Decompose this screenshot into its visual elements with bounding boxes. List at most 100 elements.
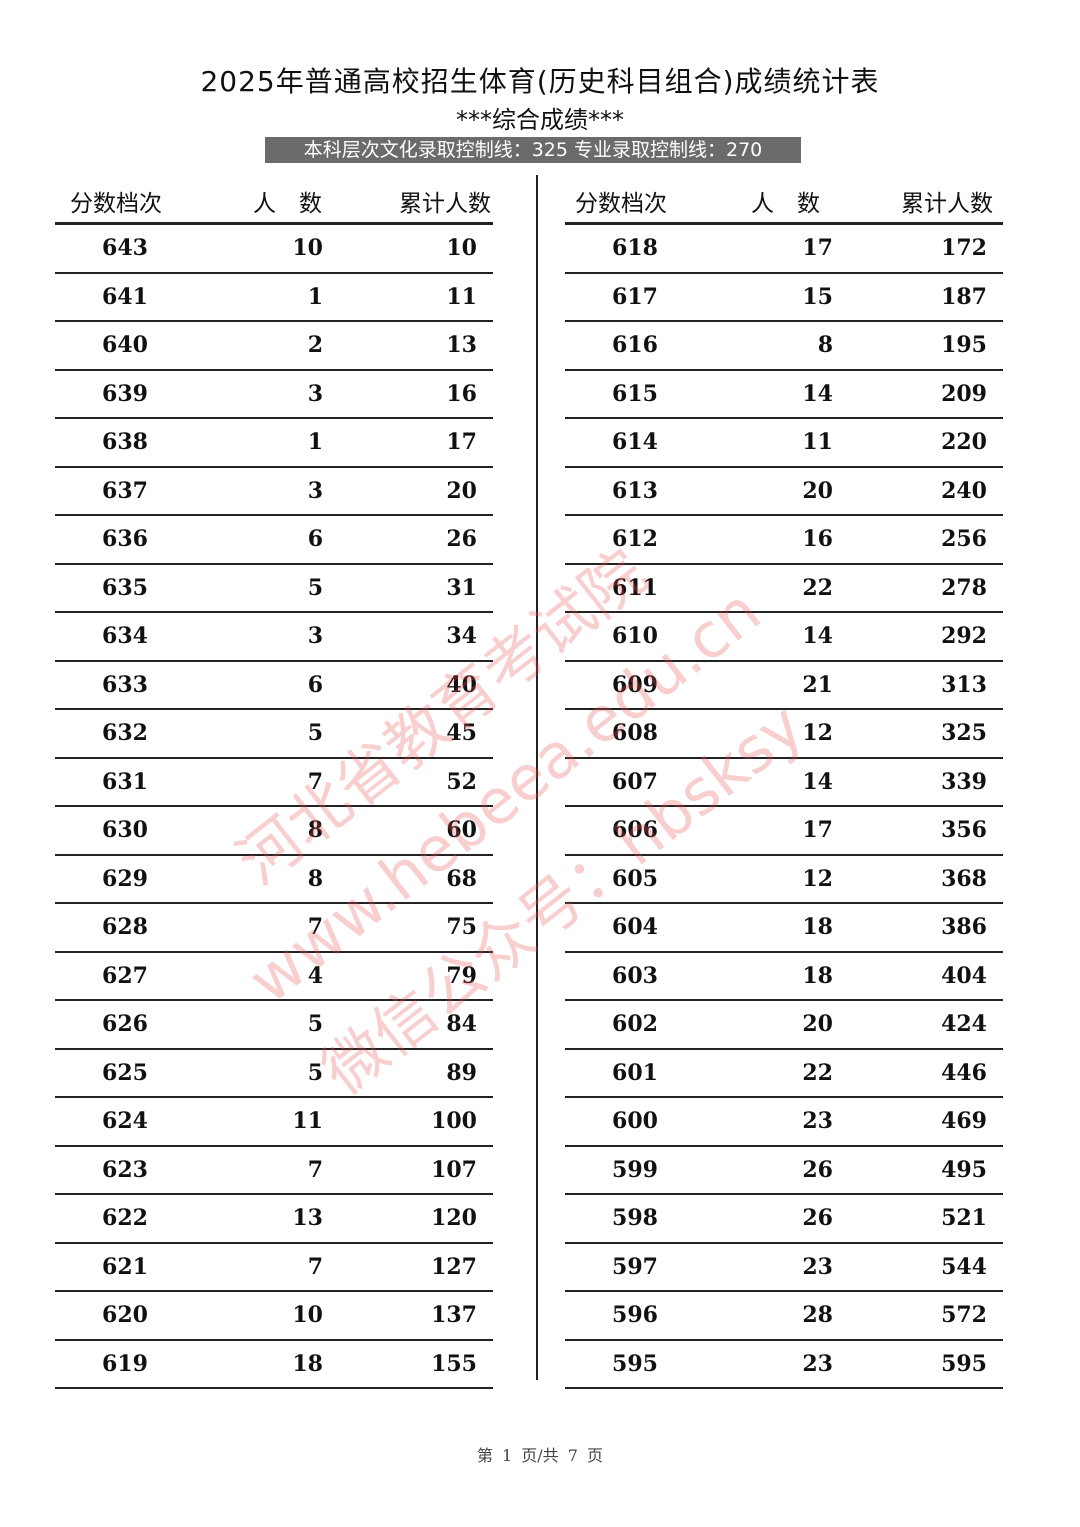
cumulative-cell: 75 (446, 914, 477, 940)
count-cell: 11 (802, 429, 833, 455)
cumulative-cell: 34 (446, 623, 477, 649)
count-cell: 12 (802, 720, 833, 746)
cumulative-cell: 137 (431, 1302, 477, 1328)
header-count: 人 数 (253, 191, 322, 217)
count-cell: 18 (802, 962, 833, 989)
table-row: 640 2 13 (55, 322, 493, 371)
score-cell: 637 (102, 477, 148, 504)
cumulative-cell: 240 (941, 477, 987, 504)
score-cell: 616 (612, 332, 658, 358)
score-cell: 611 (612, 574, 658, 601)
count-cell: 13 (292, 1205, 323, 1231)
table-row: 629 8 68 (55, 856, 493, 904)
cumulative-cell: 187 (941, 283, 987, 310)
score-cell: 636 (102, 526, 148, 552)
table-row: 600 23 469 (565, 1098, 1003, 1147)
count-cell: 10 (292, 235, 323, 261)
cumulative-cell: 17 (446, 429, 477, 455)
count-cell: 8 (307, 865, 323, 892)
cumulative-cell: 52 (446, 768, 477, 795)
cumulative-cell: 544 (941, 1253, 987, 1280)
cumulative-cell: 120 (431, 1205, 477, 1231)
cumulative-cell: 469 (941, 1108, 987, 1134)
score-cell: 622 (102, 1205, 148, 1231)
table-row: 615 14 209 (565, 371, 1003, 419)
score-cell: 598 (612, 1205, 658, 1231)
table-row: 636 6 26 (55, 516, 493, 565)
count-cell: 3 (307, 380, 323, 407)
cumulative-cell: 404 (941, 962, 987, 989)
score-cell: 612 (612, 526, 658, 552)
table-row: 604 18 386 (565, 904, 1003, 953)
table-row: 618 17 172 (565, 225, 1003, 274)
cumulative-cell: 40 (446, 671, 477, 698)
table-row: 633 6 40 (55, 662, 493, 710)
count-cell: 3 (307, 623, 323, 649)
table-row: 641 1 11 (55, 274, 493, 322)
count-cell: 7 (307, 1253, 323, 1280)
cumulative-cell: 31 (446, 574, 477, 601)
count-cell: 4 (307, 962, 323, 989)
score-cell: 619 (102, 1350, 148, 1377)
cumulative-cell: 195 (941, 332, 987, 358)
table-row: 601 22 446 (565, 1050, 1003, 1098)
score-cell: 629 (102, 865, 148, 892)
table-row: 602 20 424 (565, 1001, 1003, 1050)
count-cell: 11 (292, 1108, 323, 1134)
cumulative-cell: 13 (446, 332, 477, 358)
score-cell: 638 (102, 429, 148, 455)
table-row: 622 13 120 (55, 1195, 493, 1244)
count-cell: 17 (802, 235, 833, 261)
cumulative-cell: 325 (941, 720, 987, 746)
table-row: 643 10 10 (55, 225, 493, 274)
score-cell: 623 (102, 1156, 148, 1183)
score-cell: 634 (102, 623, 148, 649)
count-cell: 14 (802, 768, 833, 795)
score-cell: 633 (102, 671, 148, 698)
cumulative-cell: 339 (941, 768, 987, 795)
header-count: 人 数 (751, 191, 820, 217)
score-cell: 617 (612, 283, 658, 310)
table-row: 621 7 127 (55, 1244, 493, 1292)
table-row: 620 10 137 (55, 1292, 493, 1341)
page-title: 2025年普通高校招生体育(历史科目组合)成绩统计表 (200, 65, 880, 98)
table-row: 634 3 34 (55, 613, 493, 662)
table-row: 625 5 89 (55, 1050, 493, 1098)
table-row: 607 14 339 (565, 759, 1003, 807)
score-cell: 620 (102, 1302, 148, 1328)
count-cell: 7 (307, 914, 323, 940)
score-cell: 635 (102, 574, 148, 601)
count-cell: 1 (307, 429, 323, 455)
cumulative-cell: 521 (941, 1205, 987, 1231)
count-cell: 26 (802, 1205, 833, 1231)
score-cell: 597 (612, 1253, 658, 1280)
count-cell: 22 (802, 1059, 833, 1086)
table-row: 635 5 31 (55, 565, 493, 613)
count-cell: 6 (307, 526, 323, 552)
cumulative-cell: 100 (431, 1108, 477, 1134)
cumulative-cell: 11 (446, 283, 477, 310)
score-table-left: 分数档次 人 数 累计人数 643 10 10 641 1 11 640 2 13 639 3 16 6… (55, 178, 493, 1389)
cumulative-cell: 60 (446, 817, 477, 843)
table-row: 638 1 17 (55, 419, 493, 468)
score-cell: 595 (612, 1350, 658, 1377)
cumulative-cell: 595 (941, 1350, 987, 1377)
cumulative-cell: 20 (446, 477, 477, 504)
table-header: 分数档次 人 数 累计人数 (565, 178, 1003, 225)
table-header: 分数档次 人 数 累计人数 (55, 178, 493, 225)
score-cell: 609 (612, 671, 658, 698)
count-cell: 23 (802, 1253, 833, 1280)
score-cell: 601 (612, 1059, 658, 1086)
count-cell: 23 (802, 1350, 833, 1377)
count-cell: 17 (802, 817, 833, 843)
score-cell: 641 (102, 283, 148, 310)
score-cell: 606 (612, 817, 658, 843)
table-row: 630 8 60 (55, 807, 493, 856)
cumulative-cell: 495 (941, 1156, 987, 1183)
table-row: 608 12 325 (565, 710, 1003, 759)
score-cell: 639 (102, 380, 148, 407)
count-cell: 6 (307, 671, 323, 698)
score-cell: 630 (102, 817, 148, 843)
count-cell: 5 (307, 720, 323, 746)
count-cell: 14 (802, 623, 833, 649)
